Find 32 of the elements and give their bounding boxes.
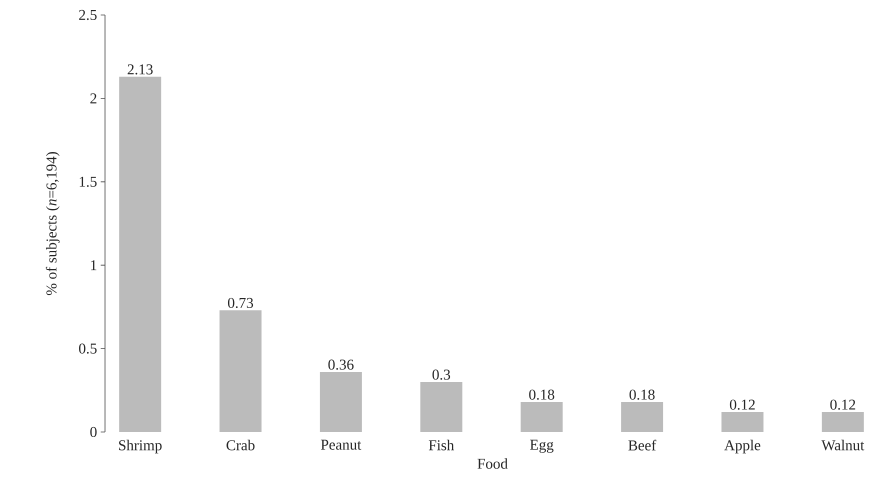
y-tick-label: 2 bbox=[90, 93, 96, 104]
x-tick-label: Shrimp bbox=[119, 440, 162, 454]
bar bbox=[119, 76, 162, 432]
x-tick-label: Beef bbox=[628, 440, 656, 450]
bar bbox=[220, 310, 262, 432]
y-axis-title: % of subjects (n=6,194) bbox=[46, 152, 60, 296]
data-label: 0.12 bbox=[830, 400, 856, 410]
data-label: 2.13 bbox=[128, 64, 153, 75]
x-tick-label: Crab bbox=[226, 440, 255, 450]
bar bbox=[320, 372, 362, 432]
bar bbox=[822, 412, 864, 432]
bar bbox=[621, 402, 664, 432]
y-tick-label: 1.5 bbox=[80, 176, 97, 187]
data-label: 0.12 bbox=[730, 400, 755, 410]
x-tick-label: Fish bbox=[428, 440, 454, 450]
data-label: 0.18 bbox=[630, 390, 655, 400]
y-tick-label: 2.5 bbox=[79, 10, 97, 20]
bar bbox=[520, 402, 563, 432]
x-tick-label: Egg bbox=[530, 440, 554, 453]
x-tick-label: Apple bbox=[724, 440, 760, 454]
data-label: 0.3 bbox=[432, 370, 450, 380]
y-tick-label: 0 bbox=[90, 426, 97, 438]
x-tick-label: Peanut bbox=[320, 440, 362, 450]
bar bbox=[420, 382, 462, 432]
y-tick-label: 0.5 bbox=[79, 343, 97, 354]
data-label: 0.36 bbox=[328, 360, 354, 370]
x-tick-label: Walnut bbox=[821, 440, 864, 450]
y-tick-label: 1 bbox=[91, 260, 96, 270]
x-axis-title: Food bbox=[478, 458, 508, 469]
bar bbox=[721, 412, 764, 432]
data-label: 0.73 bbox=[228, 298, 254, 308]
data-label: 0.18 bbox=[529, 390, 554, 400]
